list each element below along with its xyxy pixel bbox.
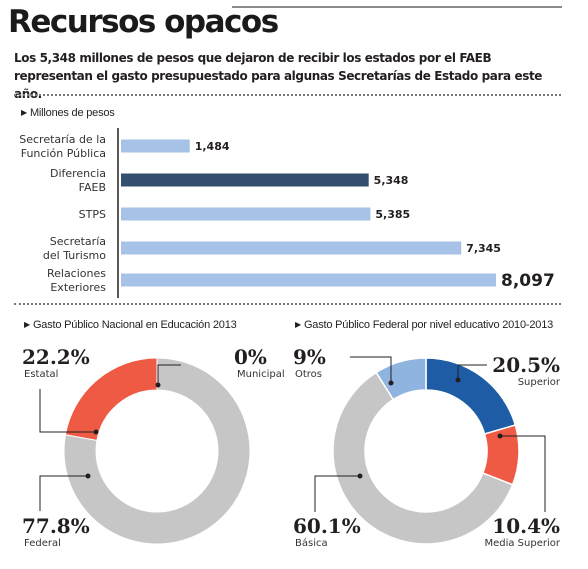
pie-title-federal: ▶ Gasto Público Federal por nivel educati…: [295, 319, 553, 331]
leader-superior: [457, 364, 487, 380]
bar-unit-label: ▶ Millones de pesos: [21, 107, 115, 119]
bar-category-label: Secretaría: [50, 235, 106, 248]
pie-title-federal-text: Gasto Público Federal por nivel educativ…: [303, 319, 554, 331]
pct-label-otros: 9%: [293, 345, 326, 369]
bar-category-label: Exteriores: [50, 281, 106, 294]
leader-dot: [85, 473, 91, 479]
bar-category-label: Relaciones: [47, 267, 106, 280]
bar-relaciones-exteriores: [121, 273, 496, 287]
slice-label-otros: Otros: [295, 369, 322, 380]
leader-estatal: [39, 389, 96, 433]
slice-basica: [332, 371, 514, 545]
bar-category-label: Función Pública: [21, 147, 106, 160]
pie-title-nacional-text: Gasto Público Nacional en Educación 2013: [32, 319, 237, 331]
pct-label-media-superior: 10.4%: [492, 514, 560, 538]
slice-label-federal: Federal: [24, 538, 61, 549]
bar-unit-text: Millones de pesos: [29, 107, 115, 119]
bar-value-label: 1,484: [195, 140, 230, 153]
triangle-icon: ▶: [24, 320, 30, 329]
bar-secretaria-del-turismo: [121, 241, 462, 255]
slice-label-basica: Básica: [295, 537, 328, 549]
slice-label-estatal: Estatal: [24, 369, 58, 380]
bar-category-label: del Turismo: [43, 249, 106, 262]
slice-estatal: [64, 357, 158, 441]
leader-dot: [357, 473, 363, 479]
dotted-divider: [14, 94, 561, 96]
bar-diferencia-faeb: [121, 173, 369, 187]
page-title: Recursos opacos: [8, 4, 279, 40]
leader-dot: [497, 433, 503, 439]
pct-label-superior: 20.5%: [492, 353, 560, 377]
bar-stps: [121, 207, 371, 221]
dotted-divider: [14, 303, 561, 305]
slice-label-municipal: Municipal: [237, 369, 285, 380]
bar-value-label: 8,097: [501, 271, 555, 291]
leader-municipal: [157, 364, 181, 385]
pct-label-estatal: 22.2%: [22, 345, 90, 369]
bar-value-label: 7,345: [466, 242, 501, 255]
bar-category-label: Secretaría de la: [19, 133, 106, 146]
leader-federal: [39, 475, 88, 511]
bar-secretaria-de-la-funcion-publica: [121, 139, 190, 153]
bar-category-label: FAEB: [79, 181, 106, 194]
bar-value-label: 5,348: [374, 174, 409, 187]
triangle-icon: ▶: [21, 108, 27, 117]
bar-category-label: STPS: [79, 208, 106, 221]
leader-dot: [155, 382, 161, 388]
leader-basica: [314, 475, 360, 512]
pct-label-federal: 77.8%: [22, 514, 90, 538]
top-rule: [232, 6, 562, 8]
slice-label-superior: Superior: [518, 377, 561, 388]
pct-label-municipal: 0%: [234, 345, 267, 369]
leader-media-superior: [500, 435, 546, 512]
leader-dot: [93, 429, 99, 435]
leader-otros: [350, 356, 392, 383]
bar-category-label: Diferencia: [50, 167, 106, 180]
pie-title-nacional: ▶ Gasto Público Nacional en Educación 201…: [24, 319, 237, 331]
pct-label-basica: 60.1%: [293, 514, 361, 538]
slice-federal: [63, 357, 251, 545]
page-subtitle: Los 5,348 millones de pesos que dejaron …: [14, 51, 543, 101]
leader-dot: [388, 380, 394, 386]
triangle-icon: ▶: [295, 320, 301, 329]
bar-value-label: 5,385: [375, 208, 410, 221]
leader-dot: [455, 377, 461, 383]
slice-label-media-superior: Media Superior: [484, 538, 560, 549]
